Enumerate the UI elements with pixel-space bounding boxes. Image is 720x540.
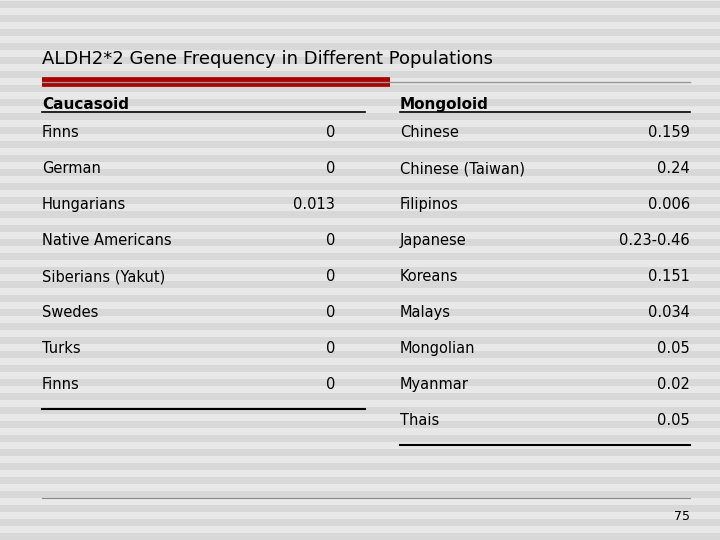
Text: Finns: Finns [42, 377, 80, 392]
Text: 0.034: 0.034 [648, 305, 690, 320]
Text: 0.006: 0.006 [648, 197, 690, 212]
Text: 0.05: 0.05 [657, 341, 690, 356]
Text: 0: 0 [325, 269, 335, 284]
Text: Siberians (Yakut): Siberians (Yakut) [42, 269, 166, 284]
Bar [0, 141, 720, 148]
Bar [0, 113, 720, 120]
Text: Myanmar: Myanmar [400, 377, 469, 392]
Text: 75: 75 [674, 510, 690, 523]
Bar [0, 127, 720, 134]
Bar [0, 99, 720, 106]
Text: 0: 0 [325, 125, 335, 140]
Bar [0, 183, 720, 190]
Bar [0, 309, 720, 316]
Bar [0, 477, 720, 484]
Text: Hungarians: Hungarians [42, 197, 126, 212]
Bar [0, 323, 720, 330]
Text: Malays: Malays [400, 305, 451, 320]
Text: ALDH2*2 Gene Frequency in Different Populations: ALDH2*2 Gene Frequency in Different Popu… [42, 50, 493, 68]
Bar [0, 239, 720, 246]
Bar [0, 491, 720, 498]
Bar [0, 71, 720, 78]
Bar [0, 365, 720, 372]
Text: Filipinos: Filipinos [400, 197, 459, 212]
Text: 0.05: 0.05 [657, 413, 690, 428]
Text: 0: 0 [325, 305, 335, 320]
Bar [0, 43, 720, 50]
Text: 0: 0 [325, 377, 335, 392]
Bar [0, 421, 720, 428]
Bar [0, 85, 720, 92]
Bar [0, 267, 720, 274]
Text: 0.159: 0.159 [648, 125, 690, 140]
Text: Mongolian: Mongolian [400, 341, 475, 356]
Text: 0: 0 [325, 233, 335, 248]
Text: 0.24: 0.24 [657, 161, 690, 176]
Bar [0, 337, 720, 344]
Bar [0, 295, 720, 302]
Text: 0.013: 0.013 [293, 197, 335, 212]
Text: 0: 0 [325, 341, 335, 356]
Text: Thais: Thais [400, 413, 439, 428]
Bar [0, 155, 720, 162]
Bar [0, 435, 720, 442]
Bar [0, 211, 720, 218]
Text: Finns: Finns [42, 125, 80, 140]
Bar [0, 393, 720, 400]
Text: 0: 0 [325, 161, 335, 176]
Text: Koreans: Koreans [400, 269, 459, 284]
Bar [0, 351, 720, 358]
Bar [0, 463, 720, 470]
Bar [0, 29, 720, 36]
Text: 0.151: 0.151 [648, 269, 690, 284]
Bar [0, 15, 720, 22]
Bar [0, 379, 720, 386]
Bar [0, 57, 720, 64]
Text: 0.23-0.46: 0.23-0.46 [619, 233, 690, 248]
Bar [0, 533, 720, 540]
Bar [0, 505, 720, 512]
Text: Native Americans: Native Americans [42, 233, 171, 248]
Bar [0, 253, 720, 260]
Text: 0.02: 0.02 [657, 377, 690, 392]
Text: Chinese: Chinese [400, 125, 459, 140]
Text: Turks: Turks [42, 341, 81, 356]
Text: Mongoloid: Mongoloid [400, 97, 489, 112]
Text: German: German [42, 161, 101, 176]
Text: Swedes: Swedes [42, 305, 99, 320]
Bar [0, 225, 720, 232]
Bar [0, 519, 720, 526]
Bar [0, 197, 720, 204]
Text: Japanese: Japanese [400, 233, 467, 248]
Text: Chinese (Taiwan): Chinese (Taiwan) [400, 161, 525, 176]
Bar [0, 281, 720, 288]
Bar [0, 169, 720, 176]
Bar [0, 449, 720, 456]
Bar [0, 407, 720, 414]
Text: Caucasoid: Caucasoid [42, 97, 129, 112]
Bar [0, 1, 720, 8]
